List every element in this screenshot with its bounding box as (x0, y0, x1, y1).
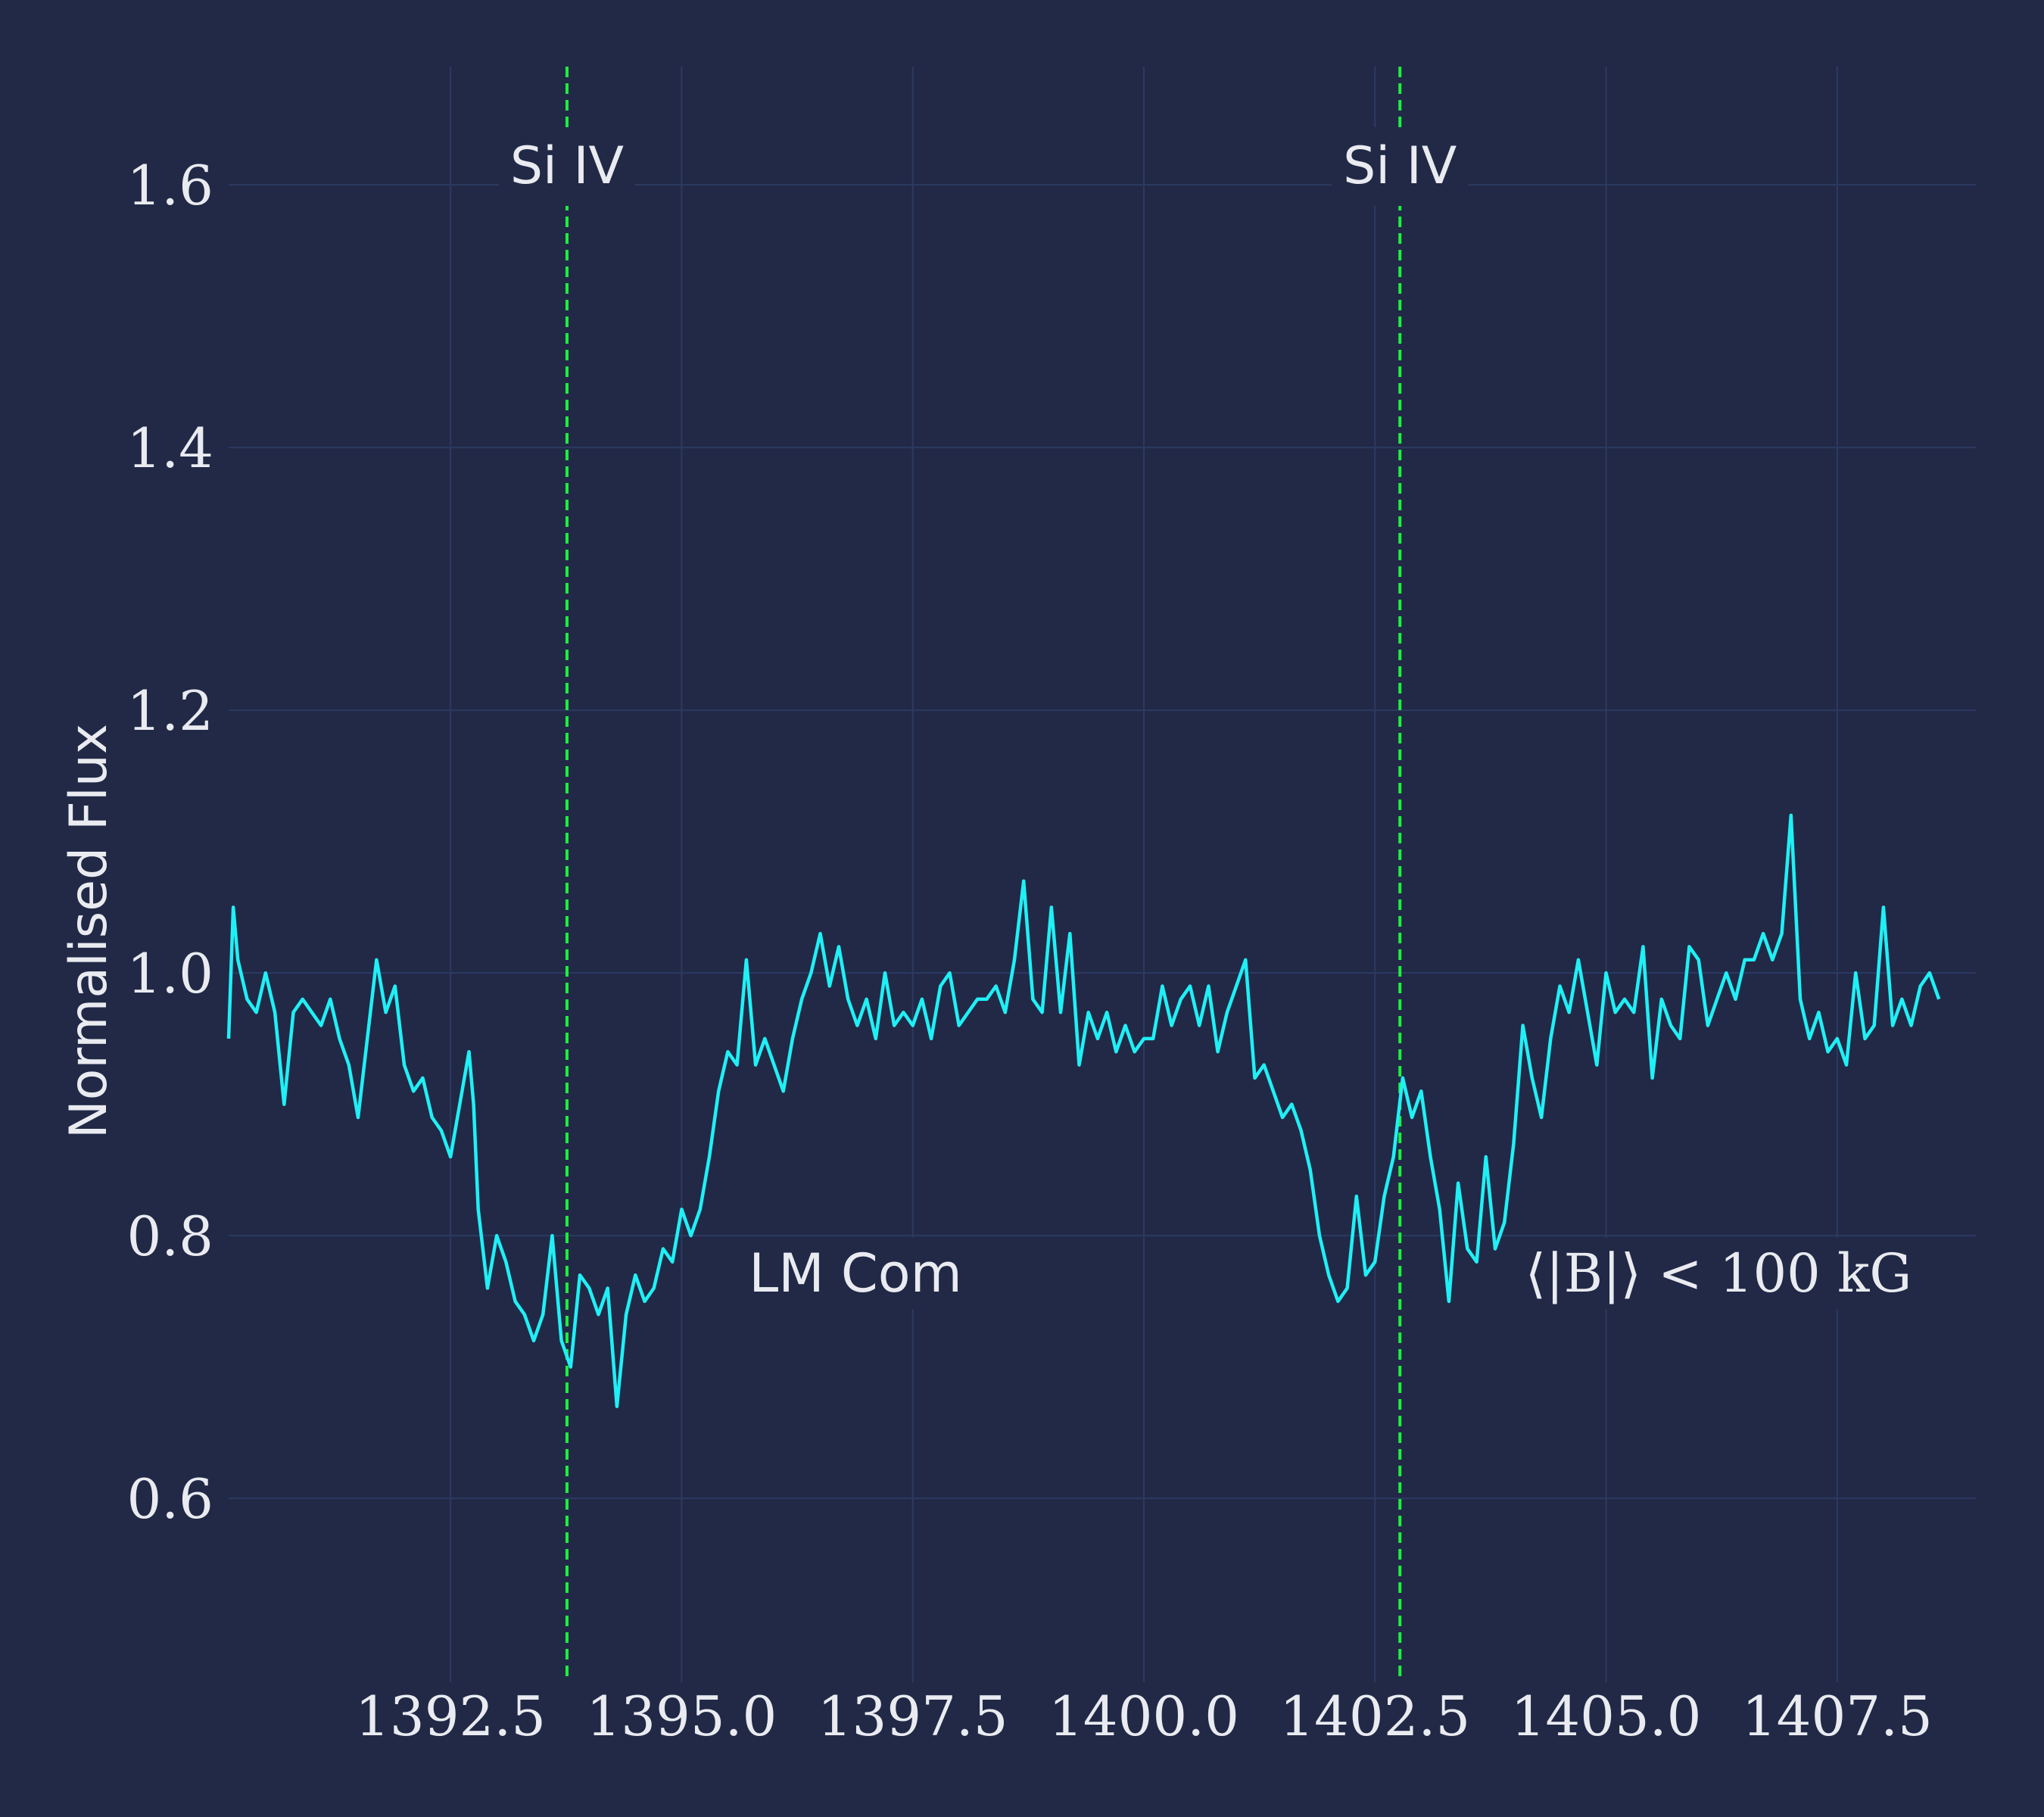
line-label-background (1332, 127, 1469, 206)
y-axis-label: Normalised Flux (59, 724, 119, 1139)
x-tick-label: 1402.5 (1279, 1685, 1470, 1748)
y-tick-label: 1.0 (126, 942, 213, 1005)
line-label-background (498, 127, 635, 206)
x-tick-label: 1392.5 (355, 1685, 546, 1748)
x-tick-label: 1405.0 (1511, 1685, 1702, 1748)
spectrum-series-line (226, 813, 1941, 1408)
si-iv-line-label: Si IV (510, 136, 624, 196)
field-strength-annotation: ⟨|B|⟩ < 100 kG (1525, 1242, 1912, 1304)
x-tick-label: 1407.5 (1742, 1685, 1933, 1748)
reference-lines: Si IV Si IV (498, 67, 1469, 1682)
x-tick-label: 1395.0 (586, 1685, 777, 1748)
annotation-background (1514, 1238, 1923, 1309)
y-tick-labels: 0.6 0.8 1.0 1.2 1.4 1.6 (126, 154, 213, 1531)
y-tick-label: 1.4 (126, 416, 213, 480)
y-tick-label: 1.2 (126, 679, 213, 743)
x-tick-label: 1397.5 (818, 1685, 1008, 1748)
si-iv-line-label: Si IV (1343, 136, 1457, 196)
y-tick-label: 1.6 (126, 154, 213, 217)
star-name-annotation: LM Com (749, 1242, 962, 1304)
y-tick-label: 0.8 (126, 1205, 213, 1268)
annotation-background (738, 1238, 973, 1309)
y-tick-label: 0.6 (126, 1467, 213, 1531)
x-tick-label: 1400.0 (1048, 1685, 1239, 1748)
grid-lines (229, 67, 1976, 1682)
x-tick-labels: 1392.5 1395.0 1397.5 1400.0 1402.5 1405.0 1407… (355, 1685, 1933, 1748)
